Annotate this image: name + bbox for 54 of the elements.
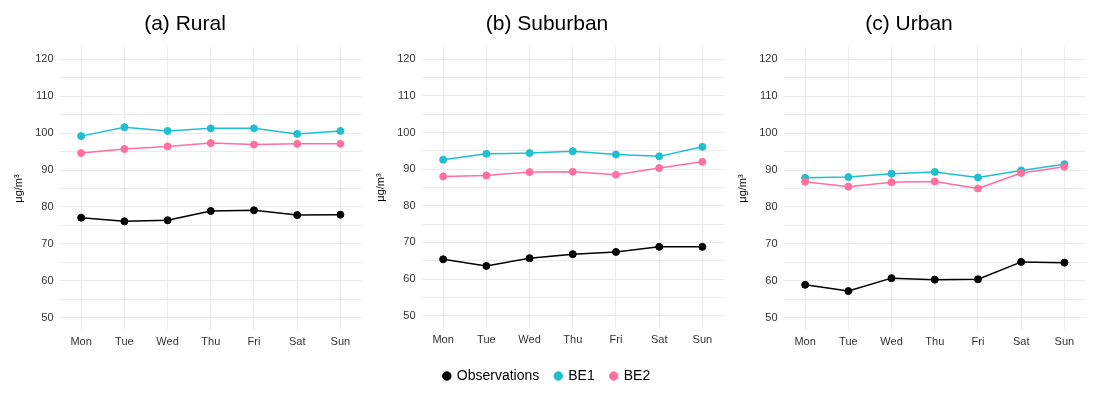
y-tick-label: 80 xyxy=(41,199,54,212)
y-tick-label: 80 xyxy=(403,198,416,211)
y-tick-label: 110 xyxy=(398,88,416,101)
y-tick-label: 70 xyxy=(41,236,54,249)
y-tick-label: 50 xyxy=(41,310,54,323)
y-tick-label: 60 xyxy=(765,273,778,286)
x-tick-label: Wed xyxy=(518,333,541,346)
y-axis-title: μg/m³ xyxy=(373,173,386,202)
chart-title: (b) Suburban xyxy=(485,11,609,35)
x-tick-label: Thu xyxy=(925,335,945,348)
y-tick-label: 120 xyxy=(397,52,416,65)
x-tick-label: Tue xyxy=(477,333,496,346)
y-tick-label: 100 xyxy=(397,125,416,138)
x-tick-label: Sun xyxy=(1054,335,1075,348)
y-tick-label: 120 xyxy=(759,52,778,65)
x-tick-label: Tue xyxy=(839,335,858,348)
y-tick-label: 110 xyxy=(36,89,54,102)
x-tick-label: Sat xyxy=(1012,335,1030,348)
y-tick-label: 90 xyxy=(765,163,778,176)
legend-label: BE2 xyxy=(623,366,651,383)
x-tick-label: Sat xyxy=(650,333,668,346)
x-tick-label: Mon xyxy=(432,333,454,346)
x-tick-label: Sun xyxy=(692,333,713,346)
x-tick-label: Sun xyxy=(330,335,351,348)
y-tick-label: 80 xyxy=(765,199,778,212)
y-tick-label: 70 xyxy=(765,236,778,249)
y-tick-label: 60 xyxy=(403,272,416,285)
x-tick-label: Fri xyxy=(609,333,623,346)
x-tick-label: Fri xyxy=(971,335,985,348)
y-axis-title: μg/m³ xyxy=(735,174,748,203)
y-tick-label: 50 xyxy=(765,310,778,323)
x-tick-label: Mon xyxy=(70,335,92,348)
chart-title: (c) Urban xyxy=(865,11,953,35)
legend-label: BE1 xyxy=(568,366,595,383)
y-tick-label: 100 xyxy=(759,126,778,139)
y-tick-label: 60 xyxy=(41,273,54,286)
y-tick-label: 120 xyxy=(35,52,54,65)
x-tick-label: Fri xyxy=(247,335,261,348)
x-tick-label: Wed xyxy=(156,335,179,348)
x-tick-label: Sat xyxy=(288,335,306,348)
legend-label: Observations xyxy=(456,366,540,383)
x-tick-label: Mon xyxy=(794,335,816,348)
y-axis-title: μg/m³ xyxy=(11,174,24,203)
y-tick-label: 70 xyxy=(403,235,416,248)
y-tick-label: 110 xyxy=(760,89,778,102)
y-tick-label: 50 xyxy=(403,308,416,321)
x-tick-label: Tue xyxy=(115,335,134,348)
y-tick-label: 90 xyxy=(403,162,416,175)
y-tick-label: 90 xyxy=(41,163,54,176)
chart-title: (a) Rural xyxy=(144,11,226,35)
y-tick-label: 100 xyxy=(35,126,54,139)
x-tick-label: Wed xyxy=(880,335,903,348)
x-tick-label: Thu xyxy=(201,335,221,348)
x-tick-label: Thu xyxy=(563,333,583,346)
